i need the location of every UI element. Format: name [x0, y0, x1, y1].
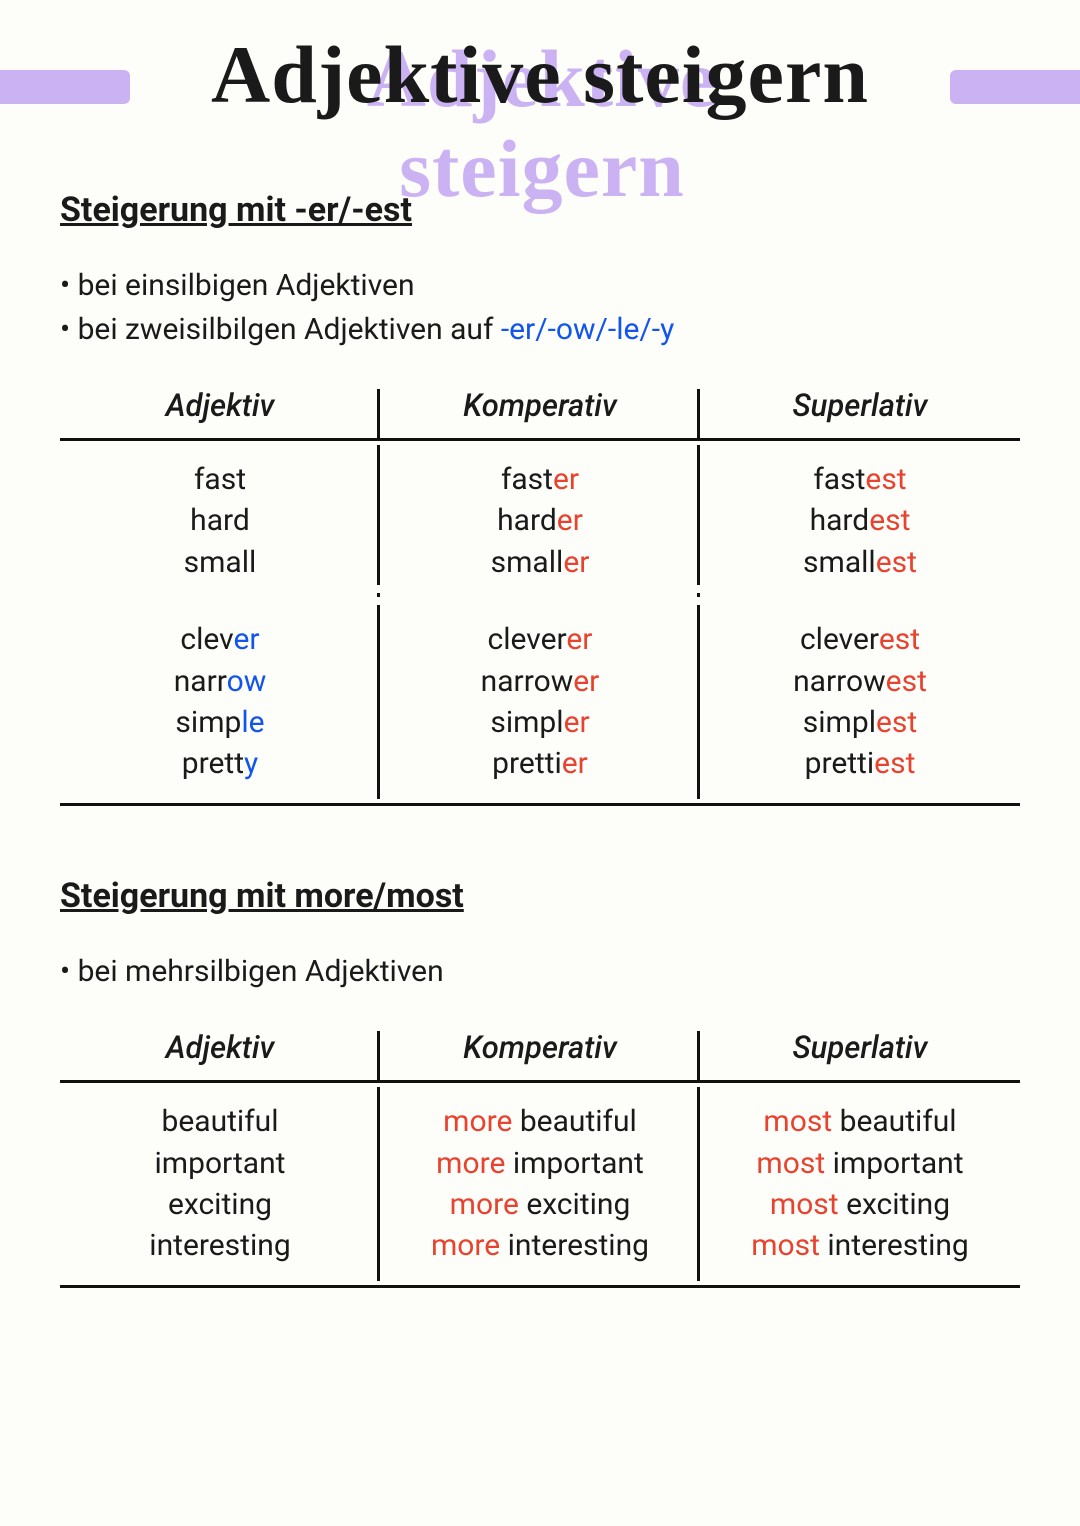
- section2-heading: Steigerung mit more/most: [60, 876, 1020, 916]
- word: hard: [60, 500, 380, 541]
- page-title: Adjektive steigern: [211, 30, 869, 120]
- word: harder: [380, 500, 700, 541]
- word: smaller: [380, 542, 700, 583]
- section1-table: AdjektivKomperativSuperlativfasthardsmal…: [60, 377, 1020, 806]
- word: interesting: [60, 1225, 380, 1266]
- accent-bar-right: [950, 70, 1080, 104]
- table-row: fasthardsmallfasterhardersmallerfastesth…: [60, 440, 1020, 590]
- table-header: Superlativ: [700, 377, 1020, 440]
- table-cell: cleverestnarrowestsimplestprettiest: [700, 601, 1020, 804]
- table-row: clevernarrowsimpleprettycleverernarrower…: [60, 601, 1020, 804]
- table-header: Adjektiv: [60, 1019, 380, 1082]
- word: small: [60, 542, 380, 583]
- word: faster: [380, 459, 700, 500]
- word: pretty: [60, 743, 380, 784]
- word: more beautiful: [380, 1101, 700, 1142]
- table-cell: fasthardsmall: [60, 440, 380, 590]
- row-spacer: [60, 589, 1020, 601]
- table-row: beautifulimportantexcitinginterestingmor…: [60, 1082, 1020, 1287]
- word: prettiest: [700, 743, 1020, 784]
- word: exciting: [60, 1184, 380, 1225]
- word: fast: [60, 459, 380, 500]
- word: narrowest: [700, 661, 1020, 702]
- table-cell: cleverernarrowersimplerprettier: [380, 601, 700, 804]
- word: clever: [60, 619, 380, 660]
- word: simpler: [380, 702, 700, 743]
- word: prettier: [380, 743, 700, 784]
- accent-bar-left: [0, 70, 130, 104]
- table-cell: more beautifulmore importantmore excitin…: [380, 1082, 700, 1287]
- table-header: Adjektiv: [60, 377, 380, 440]
- table-cell: most beautifulmost importantmost excitin…: [700, 1082, 1020, 1287]
- word: cleverer: [380, 619, 700, 660]
- word: more exciting: [380, 1184, 700, 1225]
- table-cell: fasterhardersmaller: [380, 440, 700, 590]
- table-header: Komperativ: [380, 377, 700, 440]
- table-cell: beautifulimportantexcitinginteresting: [60, 1082, 380, 1287]
- word: more important: [380, 1143, 700, 1184]
- word: narrower: [380, 661, 700, 702]
- bullet-line: • bei zweisilbilgen Adjektiven auf -er/-…: [60, 308, 1020, 352]
- table-cell: clevernarrowsimplepretty: [60, 601, 380, 804]
- section1-heading: Steigerung mit -er/-est: [60, 190, 1020, 230]
- word: more interesting: [380, 1225, 700, 1266]
- word: fastest: [700, 459, 1020, 500]
- word: most exciting: [700, 1184, 1020, 1225]
- word: important: [60, 1143, 380, 1184]
- word: narrow: [60, 661, 380, 702]
- word: hardest: [700, 500, 1020, 541]
- section2-table: AdjektivKomperativSuperlativbeautifulimp…: [60, 1019, 1020, 1288]
- word: beautiful: [60, 1101, 380, 1142]
- bullet-line: • bei einsilbigen Adjektiven: [60, 264, 1020, 308]
- bullet-line: • bei mehrsilbigen Adjektiven: [60, 950, 1020, 994]
- word: simple: [60, 702, 380, 743]
- word: cleverest: [700, 619, 1020, 660]
- table-header: Komperativ: [380, 1019, 700, 1082]
- word: simplest: [700, 702, 1020, 743]
- section1-bullets: • bei einsilbigen Adjektiven• bei zweisi…: [60, 264, 1020, 351]
- title-banner: Adjektive steigern: [60, 30, 1020, 130]
- word: smallest: [700, 542, 1020, 583]
- table-cell: fastesthardestsmallest: [700, 440, 1020, 590]
- word: most important: [700, 1143, 1020, 1184]
- table-header: Superlativ: [700, 1019, 1020, 1082]
- word: most interesting: [700, 1225, 1020, 1266]
- section2-bullets: • bei mehrsilbigen Adjektiven: [60, 950, 1020, 994]
- word: most beautiful: [700, 1101, 1020, 1142]
